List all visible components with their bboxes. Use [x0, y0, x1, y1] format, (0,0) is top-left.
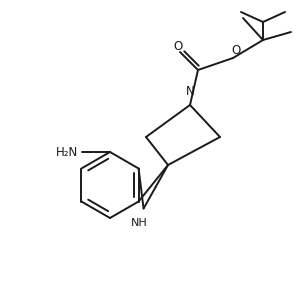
Text: O: O	[173, 39, 183, 53]
Text: H₂N: H₂N	[56, 146, 78, 158]
Text: NH: NH	[131, 219, 148, 229]
Text: N: N	[186, 85, 194, 98]
Text: O: O	[231, 45, 241, 57]
